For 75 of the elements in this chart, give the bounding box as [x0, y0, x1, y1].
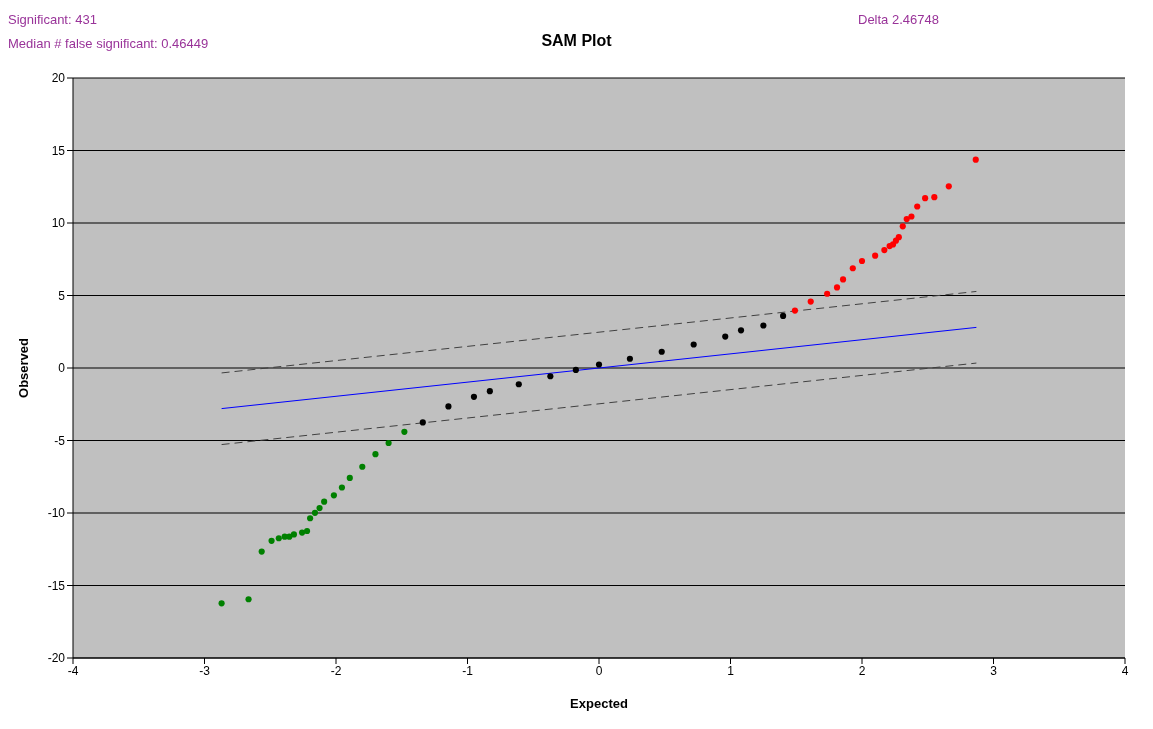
point	[931, 194, 938, 201]
point	[945, 183, 952, 190]
point	[572, 366, 579, 373]
x-tick-label: -1	[462, 663, 474, 678]
point	[218, 600, 225, 607]
y-tick-label: 20	[51, 71, 66, 86]
point	[839, 276, 847, 283]
point	[307, 515, 314, 522]
point	[321, 498, 328, 505]
text: Delta 2.46748	[858, 11, 939, 29]
x-tick-label: 3	[990, 663, 998, 678]
point	[346, 474, 353, 481]
y-tick-label: 15	[51, 143, 66, 158]
x-tick-label: -3	[199, 663, 211, 678]
point	[445, 403, 452, 410]
text: Median # false significant: 0.46449	[8, 35, 209, 53]
y-tick-label: -20	[47, 651, 66, 666]
point	[791, 307, 799, 314]
point	[268, 537, 275, 544]
point	[914, 203, 921, 210]
point	[303, 527, 311, 535]
y-tick-label: 5	[58, 288, 66, 303]
point	[849, 265, 856, 272]
point	[899, 223, 906, 230]
y-tick-label: -10	[47, 506, 66, 521]
x-tick-label: -2	[330, 663, 342, 678]
y-tick-label: 0	[58, 361, 66, 376]
point	[515, 381, 522, 388]
point	[298, 529, 306, 536]
point	[290, 531, 298, 538]
point	[858, 257, 866, 265]
y-axis-title: Observed	[15, 337, 31, 398]
point	[780, 312, 787, 320]
x-tick-label: 1	[727, 663, 735, 678]
x-tick-label: -4	[67, 663, 79, 678]
point	[419, 419, 426, 426]
point	[872, 252, 879, 259]
point	[595, 361, 603, 368]
point	[486, 388, 493, 395]
point	[258, 548, 265, 555]
point	[690, 341, 697, 348]
point	[824, 290, 831, 297]
x-tick-label: 4	[1121, 663, 1129, 678]
x-tick-label: 2	[858, 663, 866, 678]
point	[401, 428, 408, 435]
x-tick-label: 0	[595, 663, 603, 678]
point	[470, 393, 478, 400]
point	[658, 348, 665, 355]
point	[359, 463, 366, 470]
y-tick-label: 10	[51, 216, 66, 231]
point	[807, 298, 814, 305]
point	[330, 492, 337, 499]
point	[908, 213, 915, 220]
y-tick-label: -5	[54, 433, 66, 448]
point	[833, 284, 841, 291]
point	[903, 216, 910, 223]
point	[922, 195, 929, 202]
point	[737, 327, 745, 334]
x-axis-title: Expected	[570, 696, 628, 711]
y-tick-label: -15	[47, 578, 66, 593]
point	[385, 439, 392, 447]
point	[547, 373, 554, 380]
point	[972, 156, 979, 163]
point	[881, 247, 888, 254]
point	[311, 509, 319, 516]
point	[626, 355, 633, 362]
point	[245, 596, 252, 603]
point	[722, 333, 729, 340]
point	[372, 451, 379, 458]
text: Significant: 431	[8, 11, 98, 29]
point	[338, 484, 346, 491]
chart-title: SAM Plot	[541, 32, 612, 49]
point	[275, 535, 282, 542]
point	[316, 504, 323, 512]
point	[760, 322, 767, 329]
